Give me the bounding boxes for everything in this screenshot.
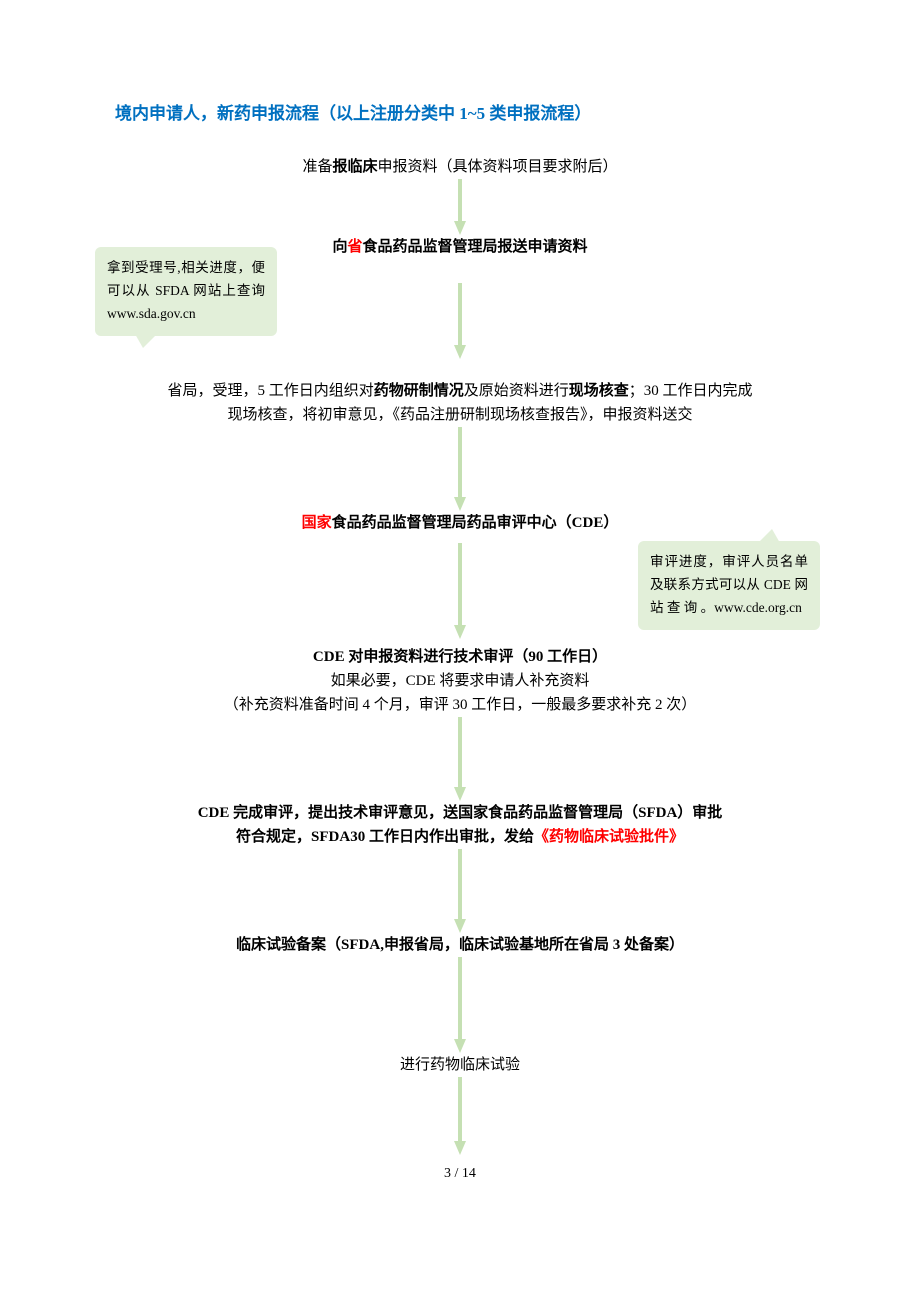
arrow-1 [454, 179, 466, 235]
s6-a: 符合规定，SFDA30 工作日内作出审批，发给 [236, 829, 534, 845]
arrow-3-wrap [115, 427, 805, 511]
arrow-7-wrap [115, 957, 805, 1053]
callout-right: 审评进度，审评人员名单及联系方式可以从 CDE 网 站 查 询 。www.cde… [638, 541, 820, 630]
arrow-5-wrap [115, 717, 805, 801]
step-2-pre: 向 [332, 239, 347, 255]
arrow-8-wrap [115, 1077, 805, 1155]
step-2-red: 省 [347, 239, 362, 255]
step-3-line-2: 现场核查，将初审意见，《药品注册研制现场核查报告》，申报资料送交 [115, 403, 805, 427]
s3-b: 药物研制情况 [374, 383, 464, 399]
arrow-4 [454, 543, 466, 639]
arrow-8 [454, 1077, 466, 1155]
step-3-line-1: 省局，受理，5 工作日内组织对药物研制情况及原始资料进行现场核查；30 工作日内… [115, 379, 805, 403]
page-number: 3 / 14 [115, 1163, 805, 1185]
step-6-line-2: 符合规定，SFDA30 工作日内作出审批，发给《药物临床试验批件》 [115, 825, 805, 849]
s6-b: 《药物临床试验批件》 [534, 829, 684, 845]
arrow-6-wrap [115, 849, 805, 933]
arrow-5 [454, 717, 466, 801]
s3-e: ；30 工作日内完成 [629, 383, 753, 399]
arrow-7 [454, 957, 466, 1053]
flowchart: 准备报临床申报资料（具体资料项目要求附后） 向省食品药品监督管理局报送申请资料 … [115, 155, 805, 1155]
step-4: 国家食品药品监督管理局药品审评中心（CDE） [115, 511, 805, 535]
step-8: 进行药物临床试验 [115, 1053, 805, 1077]
arrow-2-wrap: 拿到受理号,相关进度，便可以从 SFDA 网站上查询 www.sda.gov.c… [115, 259, 805, 359]
arrow-2 [454, 283, 466, 359]
s3-d: 现场核查 [569, 383, 629, 399]
step-4-post: 食品药品监督管理局药品审评中心（CDE） [332, 515, 619, 531]
step-3: 省局，受理，5 工作日内组织对药物研制情况及原始资料进行现场核查；30 工作日内… [115, 379, 805, 427]
arrow-3 [454, 427, 466, 511]
step-1-bold: 报临床 [332, 159, 377, 175]
s3-a: 省局，受理，5 工作日内组织对 [167, 383, 373, 399]
step-4-red: 国家 [302, 515, 332, 531]
step-1: 准备报临床申报资料（具体资料项目要求附后） [115, 155, 805, 179]
s3-c: 及原始资料进行 [464, 383, 569, 399]
step-1-post: 申报资料（具体资料项目要求附后） [378, 159, 618, 175]
step-1-pre: 准备 [302, 159, 332, 175]
arrow-1-wrap [115, 179, 805, 235]
arrow-4-wrap: 审评进度，审评人员名单及联系方式可以从 CDE 网 站 查 询 。www.cde… [115, 535, 805, 645]
step-5: CDE 对申报资料进行技术审评（90 工作日） 如果必要，CDE 将要求申请人补… [115, 645, 805, 717]
step-5-line-1: CDE 对申报资料进行技术审评（90 工作日） [115, 645, 805, 669]
callout-left: 拿到受理号,相关进度，便可以从 SFDA 网站上查询 www.sda.gov.c… [95, 247, 277, 336]
step-7: 临床试验备案（SFDA,申报省局，临床试验基地所在省局 3 处备案） [115, 933, 805, 957]
step-6-line-1: CDE 完成审评，提出技术审评意见，送国家食品药品监督管理局（SFDA）审批 [115, 801, 805, 825]
step-5-line-2: 如果必要，CDE 将要求申请人补充资料 [115, 669, 805, 693]
arrow-6 [454, 849, 466, 933]
step-6: CDE 完成审评，提出技术审评意见，送国家食品药品监督管理局（SFDA）审批 符… [115, 801, 805, 849]
step-5-line-3: （补充资料准备时间 4 个月，审评 30 工作日，一般最多要求补充 2 次） [115, 693, 805, 717]
step-2-post: 食品药品监督管理局报送申请资料 [363, 239, 588, 255]
page-title: 境内申请人，新药申报流程（以上注册分类中 1~5 类申报流程） [115, 100, 805, 127]
